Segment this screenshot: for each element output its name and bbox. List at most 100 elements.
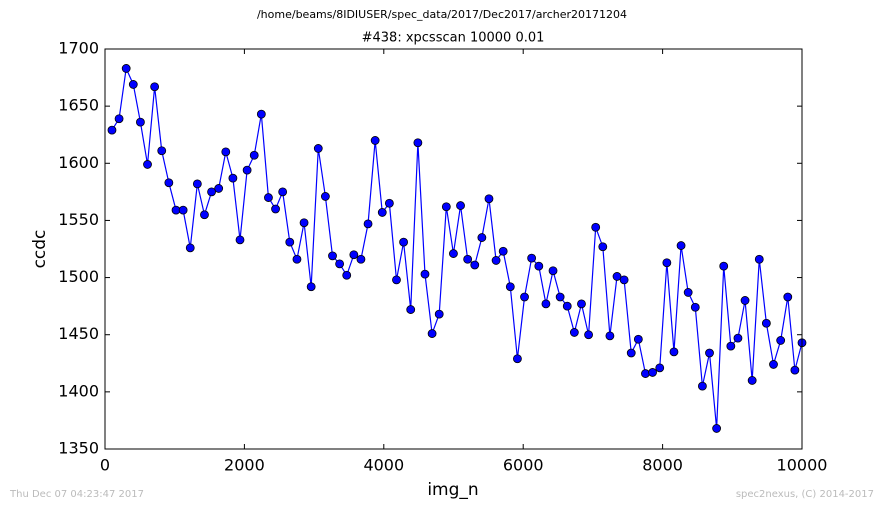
data-point bbox=[783, 292, 793, 302]
data-point bbox=[498, 246, 508, 256]
data-point bbox=[256, 109, 266, 119]
data-point bbox=[712, 424, 722, 433]
data-point bbox=[612, 272, 622, 281]
data-point bbox=[747, 376, 757, 385]
data-point bbox=[527, 253, 537, 263]
data-point bbox=[363, 219, 373, 229]
data-point bbox=[178, 205, 188, 215]
data-point bbox=[392, 275, 401, 285]
data-point bbox=[356, 254, 366, 264]
y-tick-label: 1700 bbox=[58, 39, 99, 58]
x-tick-label: 8000 bbox=[642, 456, 683, 475]
data-point bbox=[399, 237, 408, 247]
data-point bbox=[278, 187, 288, 197]
data-point bbox=[242, 165, 252, 175]
y-tick-label: 1600 bbox=[58, 153, 99, 172]
data-point bbox=[577, 299, 586, 309]
y-tick-label: 1550 bbox=[58, 210, 99, 229]
data-point bbox=[377, 208, 387, 217]
data-point bbox=[690, 302, 700, 312]
data-point bbox=[484, 194, 494, 204]
data-point bbox=[328, 251, 337, 261]
data-point bbox=[683, 288, 693, 297]
data-point bbox=[769, 360, 778, 369]
data-point bbox=[456, 201, 465, 210]
data-point bbox=[477, 233, 487, 242]
data-point bbox=[285, 237, 295, 247]
data-point bbox=[719, 261, 729, 271]
data-point bbox=[655, 363, 665, 373]
data-point bbox=[626, 348, 636, 358]
y-tick-label: 1500 bbox=[58, 267, 99, 286]
data-point bbox=[584, 330, 593, 340]
data-point bbox=[221, 147, 231, 157]
footer-left: Thu Dec 07 04:23:47 2017 bbox=[9, 489, 144, 500]
y-axis-label: ccdc bbox=[30, 230, 50, 269]
data-point bbox=[541, 299, 551, 309]
data-point bbox=[370, 136, 380, 145]
data-point bbox=[505, 282, 515, 292]
data-point bbox=[648, 368, 657, 377]
data-point bbox=[207, 187, 216, 197]
data-point bbox=[598, 242, 608, 252]
data-point bbox=[320, 192, 330, 201]
data-point bbox=[463, 254, 473, 264]
x-tick-label: 2000 bbox=[224, 456, 265, 475]
data-point bbox=[641, 369, 650, 378]
data-point bbox=[413, 138, 423, 148]
data-point bbox=[406, 305, 416, 314]
data-point bbox=[136, 117, 145, 127]
data-point bbox=[605, 331, 615, 341]
data-point bbox=[470, 260, 480, 270]
data-point bbox=[349, 250, 359, 260]
data-point bbox=[776, 336, 786, 345]
data-point bbox=[164, 178, 174, 188]
x-tick-label: 0 bbox=[100, 456, 110, 475]
data-point bbox=[292, 254, 302, 264]
data-point bbox=[200, 210, 209, 220]
data-point bbox=[228, 173, 238, 183]
data-point bbox=[185, 243, 195, 253]
data-point bbox=[192, 179, 202, 189]
data-point bbox=[335, 259, 345, 269]
data-point bbox=[449, 249, 458, 258]
data-point bbox=[740, 296, 750, 305]
data-point bbox=[697, 381, 707, 391]
data-line bbox=[111, 66, 803, 429]
data-point bbox=[513, 354, 522, 364]
data-point bbox=[534, 261, 544, 271]
data-point bbox=[562, 301, 572, 311]
data-point bbox=[214, 184, 224, 193]
data-point bbox=[754, 254, 764, 264]
y-tick-label: 1650 bbox=[58, 96, 99, 115]
data-point bbox=[548, 266, 558, 276]
data-point bbox=[249, 150, 259, 160]
data-point bbox=[157, 146, 167, 156]
x-tick-label: 6000 bbox=[503, 456, 544, 475]
data-point bbox=[143, 160, 152, 169]
data-point bbox=[619, 275, 629, 285]
data-point bbox=[761, 318, 771, 328]
data-point bbox=[790, 365, 800, 375]
x-tick-label: 4000 bbox=[363, 456, 404, 475]
x-tick-label: 10000 bbox=[777, 456, 828, 475]
data-point bbox=[726, 341, 736, 351]
data-point bbox=[427, 329, 437, 338]
y-tick-label: 1450 bbox=[58, 324, 99, 343]
data-point bbox=[150, 82, 160, 92]
data-point bbox=[662, 258, 672, 268]
data-point bbox=[121, 64, 131, 73]
data-point bbox=[107, 125, 117, 135]
data-point bbox=[491, 256, 501, 265]
data-point bbox=[235, 235, 245, 245]
data-point bbox=[555, 292, 565, 302]
data-point bbox=[441, 202, 451, 212]
data-point bbox=[591, 222, 601, 232]
data-point bbox=[128, 80, 138, 89]
data-point bbox=[264, 193, 273, 202]
chart-title: /home/beams/8IDIUSER/spec_data/2017/Dec2… bbox=[257, 8, 627, 21]
data-point bbox=[420, 269, 430, 279]
footer-right: spec2nexus, (C) 2014-2017 bbox=[736, 489, 874, 500]
